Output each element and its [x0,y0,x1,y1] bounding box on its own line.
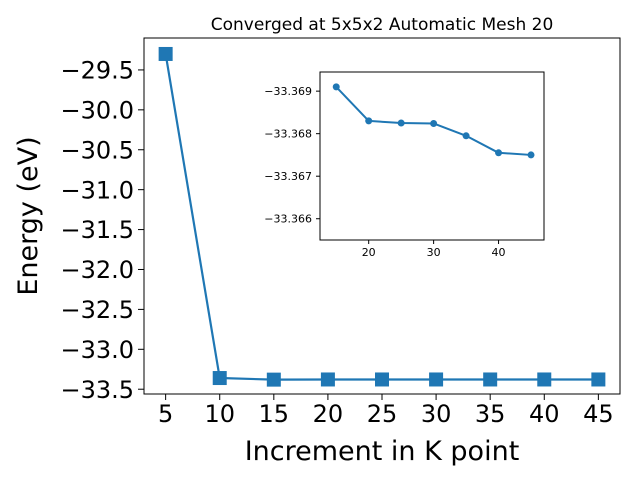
inset-x-tick-label: 30 [427,246,441,259]
main-x-tick-label: 20 [313,400,344,428]
main-x-tick-label: 25 [367,400,398,428]
inset-x-tick-label: 20 [362,246,376,259]
inset-y-tick-label: −33.369 [264,85,312,98]
main-x-tick-label: 15 [259,400,290,428]
chart-title: Converged at 5x5x2 Automatic Mesh 20 [211,15,554,35]
inset-data-point [365,117,373,125]
inset-y-tick-label: −33.367 [264,170,312,183]
inset-data-point [495,149,503,157]
main-x-tick-label: 10 [204,400,235,428]
inset-data-point [430,119,438,127]
main-x-tick-label: 45 [583,400,614,428]
main-y-tick-label: −29.5 [60,57,134,85]
main-y-ticks: −29.5 −30.0 −30.5 −31.0 −31.5 −32.0 −32.5 −33.0… [60,57,144,404]
main-plot-area: Converged at 5x5x2 Automatic Mesh 20 5 10… [13,15,621,467]
main-data-point [320,372,335,387]
y-axis-label: Energy (eV) [13,136,44,295]
main-x-ticks: 5 10 15 20 25 30 35 40 45 [158,394,614,428]
inset-series [332,83,535,159]
main-data-point [537,372,552,387]
main-x-tick-label: 5 [158,400,173,428]
inset-y-tick-label: −33.366 [264,213,312,226]
main-y-tick-label: −31.0 [60,176,134,204]
inset-x-tick-label: 40 [492,246,506,259]
inset-y-ticks: −33.369 −33.368 −33.367 −33.366 [264,85,320,226]
x-axis-label: Increment in K point [245,436,520,467]
main-series [158,46,606,387]
inset-data-point [397,119,405,127]
main-x-tick-label: 35 [475,400,506,428]
main-x-tick-label: 40 [529,400,560,428]
main-data-point [429,372,444,387]
main-y-tick-label: −30.5 [60,136,134,164]
main-y-tick-label: −31.5 [60,216,134,244]
main-y-tick-label: −30.0 [60,96,134,124]
inset-axes-frame [319,71,545,241]
main-y-tick-label: −32.0 [60,256,134,284]
main-y-tick-label: −32.5 [60,296,134,324]
main-y-tick-label: −33.0 [60,336,134,364]
main-data-point [483,372,498,387]
inset-x-ticks: 20 30 40 [362,240,506,259]
inset-data-point [527,151,535,159]
main-data-point [158,46,173,61]
inset-y-tick-label: −33.368 [264,128,312,141]
main-data-point [591,372,606,387]
inset-plot-area: 20 30 40 −33.369 −33.368 −33.367 −33.366 [264,71,545,259]
main-data-point [266,372,281,387]
main-data-point [375,372,389,387]
main-data-point [212,371,227,386]
main-x-tick-label: 30 [421,400,452,428]
inset-data-point [332,83,340,91]
main-y-tick-label: −33.5 [60,376,134,404]
inset-data-point [462,132,470,140]
